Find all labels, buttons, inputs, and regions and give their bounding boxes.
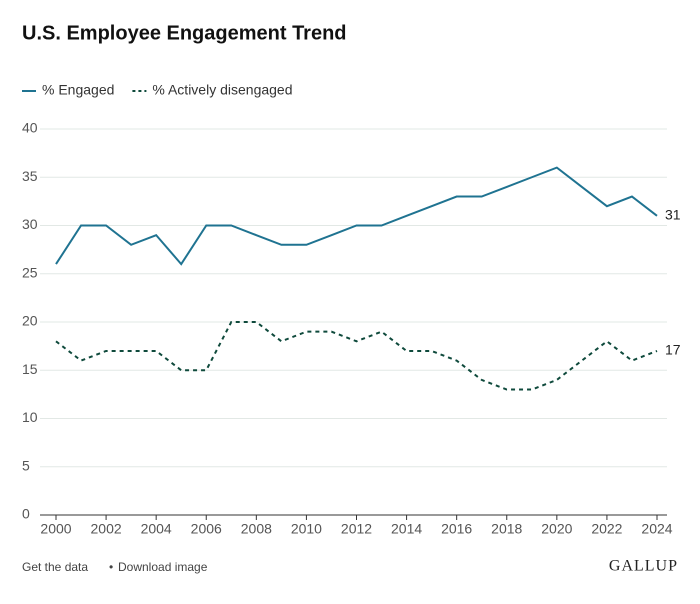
link-separator: • <box>109 560 113 574</box>
legend-label: % Actively disengaged <box>152 82 292 98</box>
end-label: 17 <box>665 342 681 358</box>
y-tick-label: 25 <box>22 264 38 280</box>
link[interactable]: Get the data <box>22 560 88 574</box>
x-tick-label: 2008 <box>241 521 272 537</box>
x-tick-label: 2006 <box>191 521 222 537</box>
x-tick-label: 2020 <box>541 521 572 537</box>
legend: % Engaged % Actively disengaged <box>22 82 293 98</box>
y-tick-label: 20 <box>22 313 38 329</box>
y-tick-label: 15 <box>22 361 38 377</box>
link[interactable]: Download image <box>118 560 208 574</box>
y-tick-label: 0 <box>22 506 30 522</box>
logo: GALLUP <box>609 558 678 575</box>
x-tick-label: 2012 <box>341 521 372 537</box>
x-tick-label: 2022 <box>591 521 622 537</box>
chart-title: U.S. Employee Engagement Trend <box>22 22 347 44</box>
series-line <box>55 321 658 391</box>
legend-label: % Engaged <box>42 82 114 98</box>
x-tick-label: 2018 <box>491 521 522 537</box>
x-tick-label: 2024 <box>641 521 672 537</box>
x-tick-label: 2016 <box>441 521 472 537</box>
end-label: 31 <box>665 207 681 223</box>
y-tick-label: 5 <box>22 457 30 473</box>
series-line <box>55 166 658 266</box>
x-tick-label: 2002 <box>91 521 122 537</box>
x-tick-label: 2004 <box>141 521 172 537</box>
y-tick-label: 10 <box>22 409 38 425</box>
y-tick-label: 30 <box>22 216 38 232</box>
x-tick-label: 2000 <box>40 521 71 537</box>
y-tick-label: 40 <box>22 120 38 136</box>
x-tick-label: 2010 <box>291 521 322 537</box>
x-tick-label: 2014 <box>391 521 422 537</box>
y-tick-label: 35 <box>22 168 38 184</box>
